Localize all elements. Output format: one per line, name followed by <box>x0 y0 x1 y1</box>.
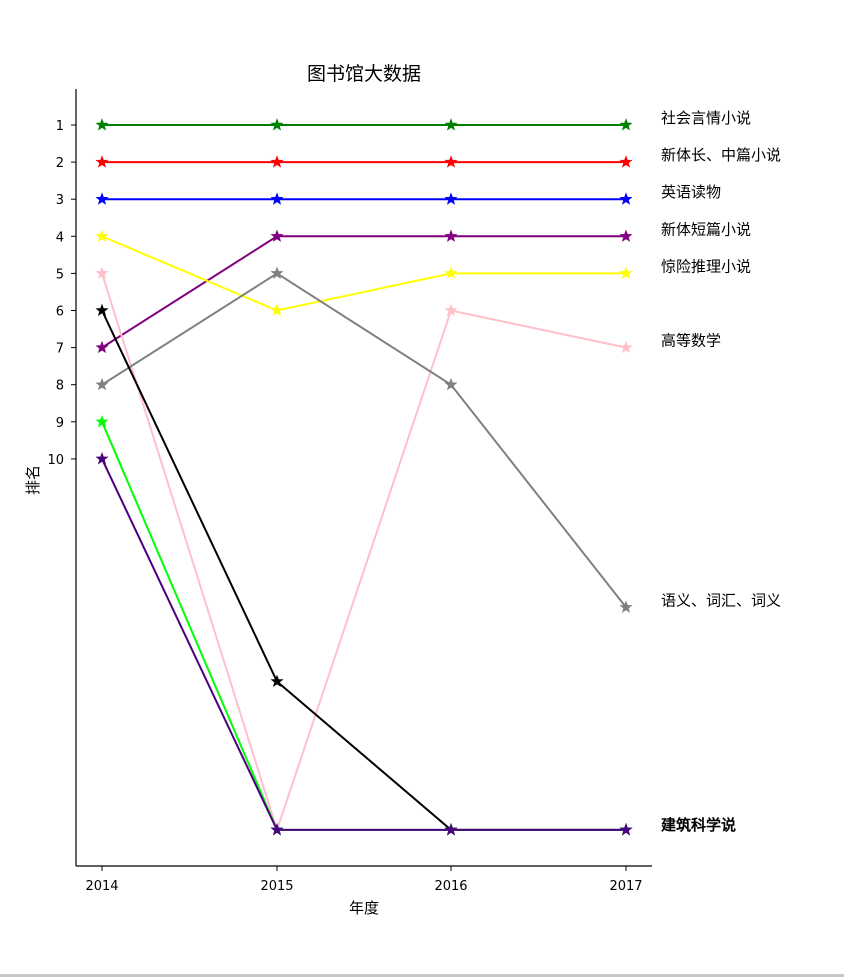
data-point-star <box>270 303 284 317</box>
y-tick-label: 8 <box>56 379 64 394</box>
series-line <box>101 235 626 312</box>
data-point-star <box>444 118 458 131</box>
y-tick-label: 2 <box>56 156 64 171</box>
series-end-label: 惊险推理小说 <box>661 257 751 275</box>
series-end-label: 英语读物 <box>661 183 721 201</box>
data-point-star <box>444 377 458 391</box>
data-point-star <box>95 155 109 168</box>
series-lines <box>101 124 627 834</box>
data-point-star <box>270 823 284 836</box>
data-point-star <box>619 155 633 168</box>
series-end-label: 语义、词汇、词义 <box>661 591 781 609</box>
data-point-star <box>619 340 633 354</box>
data-point-star <box>619 118 633 131</box>
data-point-star <box>444 155 458 168</box>
x-tick-label: 2016 <box>434 879 467 894</box>
series-line <box>101 272 627 608</box>
series-end-label: 社会言情小说 <box>661 109 751 127</box>
data-point-star <box>95 303 109 317</box>
data-point-star <box>444 229 458 242</box>
data-point-star <box>444 266 458 279</box>
data-point-star <box>270 674 284 688</box>
series-labels: 社会言情小说新体长、中篇小说英语读物新体短篇小说惊险推理小说高等数学语义、词汇、… <box>661 109 781 834</box>
overlapped-series-labels: 建筑科学说 <box>661 816 736 834</box>
window-bottom-edge <box>0 974 844 977</box>
series-line <box>101 458 626 831</box>
data-point-star <box>270 229 284 242</box>
y-tick-label: 4 <box>56 230 64 245</box>
data-point-star <box>95 192 109 205</box>
y-tick-label: 7 <box>56 342 64 357</box>
data-point-star <box>444 192 458 205</box>
series-end-label: 新体长、中篇小说 <box>661 146 781 164</box>
data-point-star <box>619 600 633 613</box>
data-point-star <box>270 266 284 279</box>
series-markers <box>95 118 633 836</box>
chart-title: 图书馆大数据 <box>307 63 421 85</box>
data-point-star <box>95 266 109 279</box>
x-tick-label: 2015 <box>260 879 293 894</box>
data-point-star <box>270 192 284 205</box>
data-point-star <box>95 340 109 354</box>
x-tick-label: 2014 <box>85 879 118 894</box>
y-tick-label: 3 <box>56 193 64 208</box>
data-point-star <box>95 118 109 131</box>
data-point-star <box>95 452 109 465</box>
series-line <box>101 273 627 834</box>
data-point-star <box>619 266 633 279</box>
y-tick-label: 6 <box>56 305 64 320</box>
data-point-star <box>95 377 109 391</box>
data-point-star <box>619 823 633 836</box>
x-axis-label: 年度 <box>349 899 379 917</box>
data-point-star <box>619 192 633 205</box>
data-point-star <box>619 229 633 242</box>
series-end-label: 新体短篇小说 <box>661 220 751 238</box>
axes: 2014 2015 2016 2017 1 2 3 4 5 6 7 8 9 10 <box>47 89 652 894</box>
y-tick-label: 5 <box>56 267 64 282</box>
data-point-star <box>95 229 109 242</box>
data-point-star <box>270 118 284 131</box>
y-tick-label: 9 <box>56 416 64 431</box>
y-axis-label: 排名 <box>24 465 42 495</box>
y-tick-label: 1 <box>56 119 64 134</box>
data-point-star <box>270 155 284 168</box>
y-tick-label: 10 <box>47 453 64 468</box>
series-end-label: 高等数学 <box>661 332 721 350</box>
series-line <box>101 235 626 349</box>
data-point-star <box>444 303 458 317</box>
x-tick-label: 2017 <box>609 879 642 894</box>
data-point-star <box>444 823 458 836</box>
data-point-star <box>95 414 109 428</box>
